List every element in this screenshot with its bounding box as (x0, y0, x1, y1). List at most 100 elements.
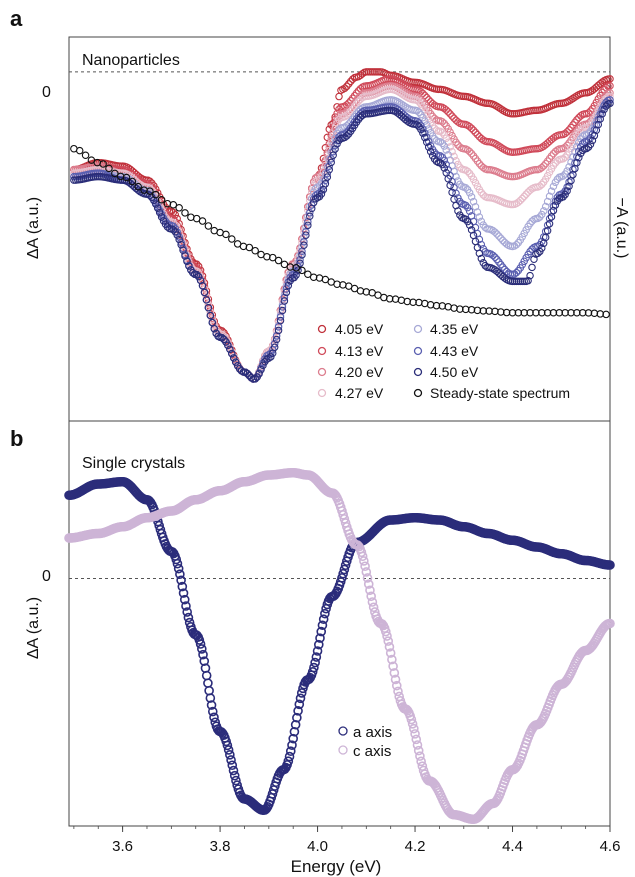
data-point (175, 569, 185, 580)
data-point (538, 309, 546, 317)
panel-b-legend: a axis c axis (338, 724, 392, 760)
data-point (475, 159, 484, 168)
legend-marker (413, 324, 423, 334)
data-point (300, 238, 308, 246)
legend-entry: 4.13 eV (317, 343, 384, 359)
data-point (465, 189, 474, 197)
data-point (461, 201, 470, 210)
data-point (520, 192, 528, 201)
data-point (545, 192, 554, 201)
data-point (444, 174, 452, 183)
data-point (497, 105, 505, 113)
series-7 (70, 99, 614, 383)
data-point (243, 369, 252, 378)
data-point (563, 187, 571, 195)
x-tick-label: 3.8 (210, 838, 231, 855)
legend-entry: a axis (338, 724, 392, 741)
data-point (417, 95, 425, 104)
data-point (290, 719, 301, 730)
data-point (366, 591, 376, 602)
data-point (471, 128, 480, 137)
data-point (384, 642, 395, 652)
data-point (345, 109, 353, 118)
data-point (432, 157, 441, 166)
data-point (257, 365, 265, 374)
data-point (228, 765, 239, 776)
data-point (274, 326, 283, 335)
data-point (382, 631, 392, 641)
data-point (300, 241, 308, 250)
data-point (559, 189, 567, 198)
data-point (409, 723, 419, 734)
data-point (547, 213, 556, 221)
data-point (598, 110, 606, 118)
data-point (539, 207, 548, 215)
data-point (409, 298, 417, 306)
data-point (454, 194, 462, 202)
data-point (333, 140, 341, 148)
data-point (543, 226, 552, 235)
data-point (526, 309, 534, 317)
data-point (293, 706, 303, 716)
data-point (426, 147, 435, 156)
data-point (172, 558, 183, 569)
data-point (559, 172, 567, 180)
data-point (440, 119, 449, 128)
panel-a-title: Nanoparticles (82, 52, 180, 69)
data-point (274, 318, 283, 326)
panel-a-ylabel-right: −A (a.u.) (613, 198, 630, 259)
data-point (538, 163, 546, 172)
data-point (512, 268, 521, 277)
data-point (302, 231, 310, 239)
data-point (331, 145, 339, 153)
data-point (206, 311, 215, 320)
data-point (541, 202, 550, 211)
data-point (419, 129, 427, 137)
data-point (543, 221, 552, 229)
panel-b-frame (68, 420, 611, 827)
data-point (422, 138, 431, 147)
data-point (354, 115, 363, 124)
data-point (343, 132, 351, 140)
data-point (259, 361, 267, 370)
legend-marker (317, 367, 327, 377)
data-point (534, 249, 542, 257)
data-point (304, 221, 312, 230)
data-point (276, 316, 285, 325)
data-point (365, 585, 375, 596)
data-point (463, 167, 472, 176)
data-point (606, 99, 614, 108)
data-point (218, 334, 226, 342)
data-point (176, 575, 186, 586)
legend-entry: 4.20 eV (317, 364, 384, 380)
data-point (555, 309, 564, 317)
data-point (175, 204, 183, 212)
data-point (333, 119, 341, 128)
legend-label: 4.50 eV (430, 364, 479, 380)
data-point (461, 184, 470, 192)
panel-b-zero-label: 0 (42, 568, 51, 585)
data-point (198, 649, 208, 660)
data-point (606, 82, 614, 90)
data-point (343, 82, 351, 91)
data-point (310, 657, 320, 668)
data-point (469, 197, 478, 206)
data-point (526, 219, 534, 228)
data-point (467, 149, 476, 158)
panel-a-marks (70, 68, 614, 383)
data-point (428, 99, 437, 108)
data-point (251, 375, 259, 383)
legend-label: 4.13 eV (335, 343, 384, 359)
data-point (499, 144, 507, 153)
data-point (401, 102, 410, 111)
data-point (306, 212, 314, 220)
data-point (298, 266, 306, 275)
legend-entry: Steady-state spectrum (413, 385, 570, 401)
data-point (463, 217, 472, 226)
data-point (549, 182, 558, 191)
data-point (321, 180, 330, 188)
data-point (578, 309, 587, 317)
data-point (292, 271, 300, 279)
data-point (206, 308, 215, 316)
data-point (199, 656, 210, 666)
